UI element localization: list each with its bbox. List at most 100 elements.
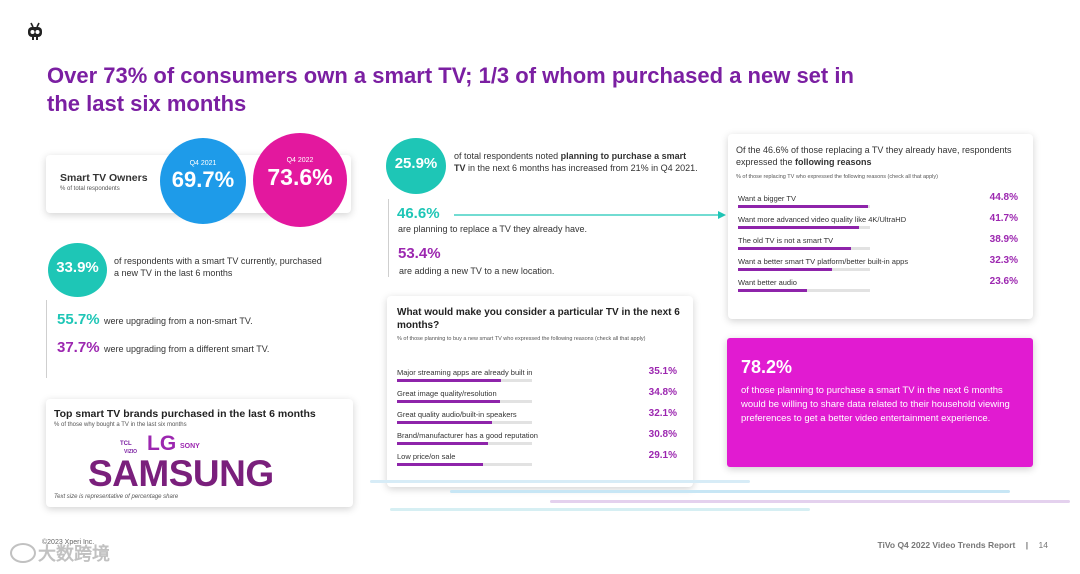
reasons-row: Want a better smart TV platform/better b… xyxy=(738,255,1018,276)
consider-row: Brand/manufacturer has a good reputation… xyxy=(397,429,677,450)
upgrade1-value: 55.7% xyxy=(57,311,100,328)
reasons-fill xyxy=(738,289,807,292)
tivo-robot-icon xyxy=(28,22,42,40)
reasons-bars: Want a bigger TV 44.8% Want more advanced … xyxy=(738,192,1018,302)
replace-value: 46.6% xyxy=(397,205,440,222)
reasons-value: 44.8% xyxy=(989,192,1018,203)
q4-2022-label: Q4 2022 xyxy=(286,157,314,164)
consider-bars: Major streaming apps are already built i… xyxy=(397,366,677,476)
footer-separator: | xyxy=(1025,540,1029,550)
consider-label: Low price/on sale xyxy=(397,452,456,461)
planning-text: of total respondents noted planning to p… xyxy=(454,150,699,174)
reasons-row: Want better audio 23.6% xyxy=(738,276,1018,297)
footer-report: TiVo Q4 2022 Video Trends Report | 14 xyxy=(877,540,1048,550)
reasons-row: The old TV is not a smart TV 38.9% xyxy=(738,234,1018,255)
planning-text-bold: planning to purchase a smart TV xyxy=(454,151,687,173)
brands-sub: % of those why bought a TV in the last s… xyxy=(54,422,187,428)
add-value: 53.4% xyxy=(398,245,441,262)
add-text: are adding a new TV to a new location. xyxy=(399,266,555,276)
brand-lg: LG xyxy=(147,432,177,455)
reasons-label: The old TV is not a smart TV xyxy=(738,236,834,245)
reasons-value: 41.7% xyxy=(989,213,1018,224)
arrow-right-icon xyxy=(454,211,726,219)
planning-text-pre: of total respondents noted xyxy=(454,151,561,161)
upgrade2-value: 37.7% xyxy=(57,339,100,356)
tivo-logo xyxy=(26,22,44,42)
consider-track xyxy=(397,421,532,424)
consider-fill xyxy=(397,463,484,466)
decorative-stripes xyxy=(330,470,1080,520)
planning-text-post: in the next 6 months has increased from … xyxy=(465,163,698,173)
consider-label: Great image quality/resolution xyxy=(397,389,497,398)
reasons-value: 23.6% xyxy=(989,276,1018,287)
reasons-label: Want a bigger TV xyxy=(738,194,796,203)
reasons-sub: % of those replacing TV who expressed th… xyxy=(736,174,938,180)
reasons-fill xyxy=(738,268,832,271)
consider-row: Major streaming apps are already built i… xyxy=(397,366,677,387)
reasons-track xyxy=(738,247,870,250)
purchased-value: 33.9% xyxy=(56,259,99,276)
page-number: 14 xyxy=(1038,540,1048,550)
share-text: of those planning to purchase a smart TV… xyxy=(741,385,1010,424)
reasons-card: Of the 46.6% of those replacing a TV the… xyxy=(728,134,1033,319)
watermark-text: 大数跨境 xyxy=(38,544,110,564)
replace-arrow xyxy=(454,207,726,219)
owners-label: Smart TV Owners xyxy=(60,172,148,184)
watermark-icon xyxy=(10,543,36,563)
consider-value: 34.8% xyxy=(648,387,677,398)
consider-fill xyxy=(397,379,502,382)
consider-card: What would make you consider a particula… xyxy=(387,296,693,487)
reasons-row: Want more advanced video quality like 4K… xyxy=(738,213,1018,234)
consider-fill xyxy=(397,442,489,445)
consider-sub: % of those planning to buy a new smart T… xyxy=(397,336,646,342)
reasons-track xyxy=(738,226,870,229)
consider-value: 35.1% xyxy=(648,366,677,377)
consider-track xyxy=(397,379,532,382)
share-value: 78.2% xyxy=(741,357,793,377)
consider-row: Great quality audio/built-in speakers 32.… xyxy=(397,408,677,429)
copyright: ©2023 Xperi Inc. xyxy=(42,539,95,546)
report-name: TiVo Q4 2022 Video Trends Report xyxy=(877,540,1016,550)
upgrade2-text: were upgrading from a different smart TV… xyxy=(104,344,270,354)
reasons-track xyxy=(738,289,870,292)
reasons-track xyxy=(738,268,870,271)
consider-title: What would make you consider a particula… xyxy=(397,307,680,331)
reasons-label: Want more advanced video quality like 4K… xyxy=(738,215,907,224)
q4-2021-label: Q4 2021 xyxy=(189,160,217,167)
reasons-fill xyxy=(738,247,851,250)
q4-2022-value: 73.6% xyxy=(267,164,333,190)
consider-value: 29.1% xyxy=(648,450,677,461)
share-data-card: 78.2% of those planning to purchase a sm… xyxy=(727,338,1033,467)
consider-track xyxy=(397,400,532,403)
reasons-label: Want better audio xyxy=(738,278,797,287)
owners-sub: % of total respondents xyxy=(60,186,120,192)
purchased-divider xyxy=(46,300,47,378)
brands-note: Text size is representative of percentag… xyxy=(54,494,179,500)
upgrade1-text: were upgrading from a non-smart TV. xyxy=(104,316,253,326)
reasons-title-pre: Of the 46.6% of those replacing a TV the… xyxy=(736,145,1012,167)
q4-2021-circle: Q4 2021 69.7% xyxy=(160,138,246,224)
consider-row: Low price/on sale 29.1% xyxy=(397,450,677,471)
reasons-label: Want a better smart TV platform/better b… xyxy=(738,257,909,266)
reasons-title: Of the 46.6% of those replacing a TV the… xyxy=(736,144,1026,168)
q4-2021-value: 69.7% xyxy=(171,167,235,192)
planning-divider xyxy=(388,199,389,277)
consider-fill xyxy=(397,400,501,403)
consider-label: Brand/manufacturer has a good reputation xyxy=(397,431,538,440)
brand-sony: SONY xyxy=(180,443,200,450)
purchased-text: of respondents with a smart TV currently… xyxy=(114,256,322,278)
consider-fill xyxy=(397,421,493,424)
reasons-fill xyxy=(738,205,869,208)
brand-samsung: SAMSUNG xyxy=(88,453,274,494)
top-brands-card: Top smart TV brands purchased in the las… xyxy=(46,399,353,507)
brand-vizio: VIZIO xyxy=(124,449,138,455)
reasons-title-bold: following reasons xyxy=(795,157,872,167)
consider-label: Great quality audio/built-in speakers xyxy=(397,410,517,419)
consider-value: 30.8% xyxy=(648,429,677,440)
brands-title: Top smart TV brands purchased in the las… xyxy=(54,408,316,420)
consider-track xyxy=(397,442,532,445)
consider-value: 32.1% xyxy=(648,408,677,419)
page-title: Over 73% of consumers own a smart TV; 1/… xyxy=(47,63,854,116)
q4-2022-circle: Q4 2022 73.6% xyxy=(253,133,347,227)
upgrade1: 55.7% were upgrading from a non-smart TV… xyxy=(57,311,253,329)
